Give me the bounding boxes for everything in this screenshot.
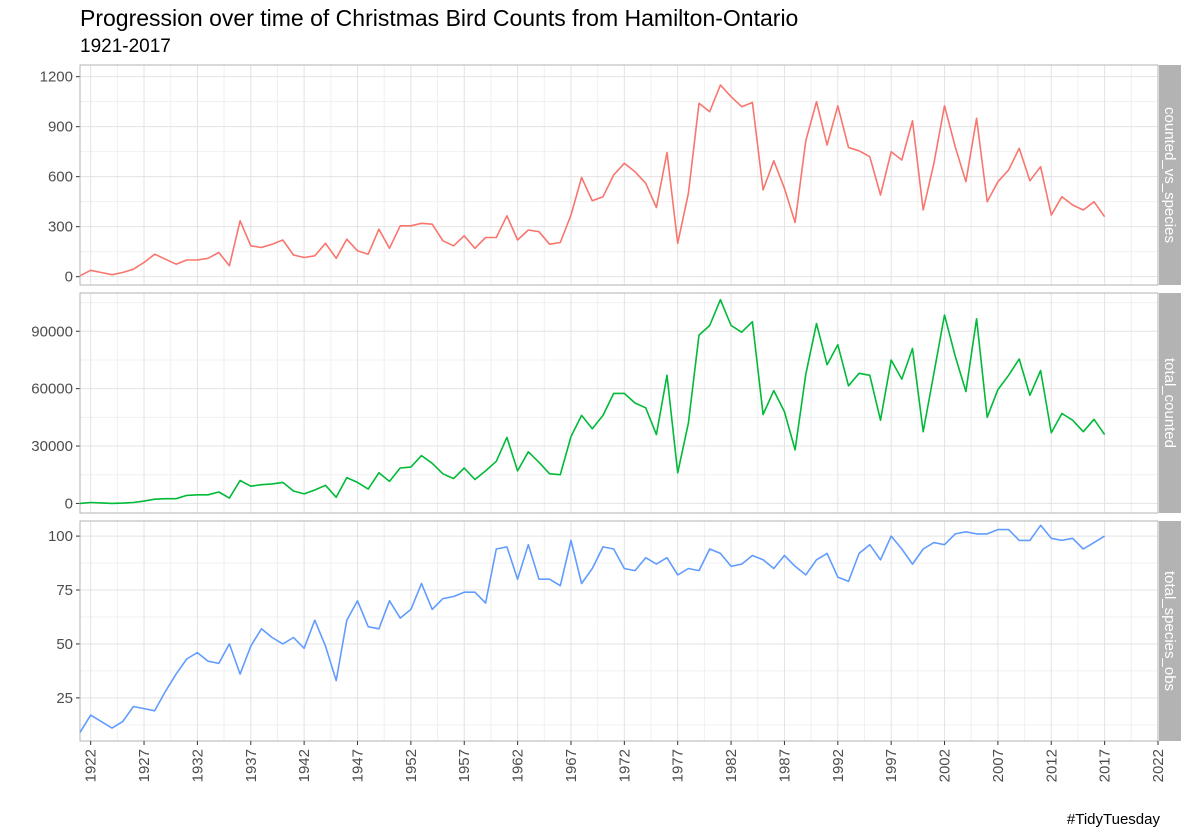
panel-background (80, 521, 1158, 741)
x-tick-label: 1972 (616, 749, 633, 782)
x-tick-label: 1942 (296, 749, 313, 782)
panel-background (80, 293, 1158, 513)
x-tick-label: 1937 (243, 749, 260, 782)
x-tick-label: 1957 (456, 749, 473, 782)
y-tick-label: 50 (56, 636, 73, 653)
chart-subtitle: 1921-2017 (80, 36, 171, 57)
panel-border (79, 64, 1159, 286)
y-tick-label: 60000 (31, 381, 73, 398)
y-tick-label: 25 (56, 690, 73, 707)
x-tick-label: 1952 (403, 749, 420, 782)
facet-strip (1159, 293, 1181, 513)
x-tick-label: 1977 (670, 749, 687, 782)
y-tick-label: 30000 (31, 438, 73, 455)
series-line-total_species_obs (79, 524, 1106, 733)
panel-border (79, 292, 1159, 514)
y-tick-label: 0 (65, 495, 73, 512)
y-tick-label: 0 (65, 269, 73, 286)
facet-strip-label: total_counted (1161, 358, 1178, 448)
x-tick-label: 1992 (830, 749, 847, 782)
x-tick-label: 1932 (189, 749, 206, 782)
y-tick-label: 600 (48, 169, 73, 186)
x-tick-label: 1967 (563, 749, 580, 782)
y-tick-label: 75 (56, 582, 73, 599)
facet-strip-label: total_species_obs (1161, 571, 1178, 691)
caption: #TidyTuesday (1066, 811, 1160, 828)
y-tick-label: 90000 (31, 323, 73, 340)
chart-title: Progression over time of Christmas Bird … (80, 5, 799, 31)
y-tick-label: 1200 (40, 69, 73, 86)
facet-strip (1159, 521, 1181, 741)
x-tick-label: 2017 (1097, 749, 1114, 782)
x-tick-label: 1922 (83, 749, 100, 782)
x-tick-label: 1982 (723, 749, 740, 782)
series-line-counted_vs_species (79, 84, 1106, 277)
y-tick-label: 100 (48, 528, 73, 545)
x-tick-label: 1962 (510, 749, 527, 782)
x-tick-label: 2022 (1150, 749, 1167, 782)
x-tick-label: 1997 (883, 749, 900, 782)
x-tick-label: 2007 (990, 749, 1007, 782)
facet-strip (1159, 65, 1181, 285)
series-line-total_counted (79, 298, 1106, 505)
x-tick-label: 1927 (136, 749, 153, 782)
x-tick-label: 1947 (350, 749, 367, 782)
x-tick-label: 2002 (937, 749, 954, 782)
x-tick-label: 1987 (776, 749, 793, 782)
panel-border (79, 520, 1159, 742)
facet-strip-label: counted_vs_species (1161, 107, 1178, 243)
y-tick-label: 900 (48, 119, 73, 136)
y-tick-label: 300 (48, 219, 73, 236)
x-tick-label: 2012 (1043, 749, 1060, 782)
